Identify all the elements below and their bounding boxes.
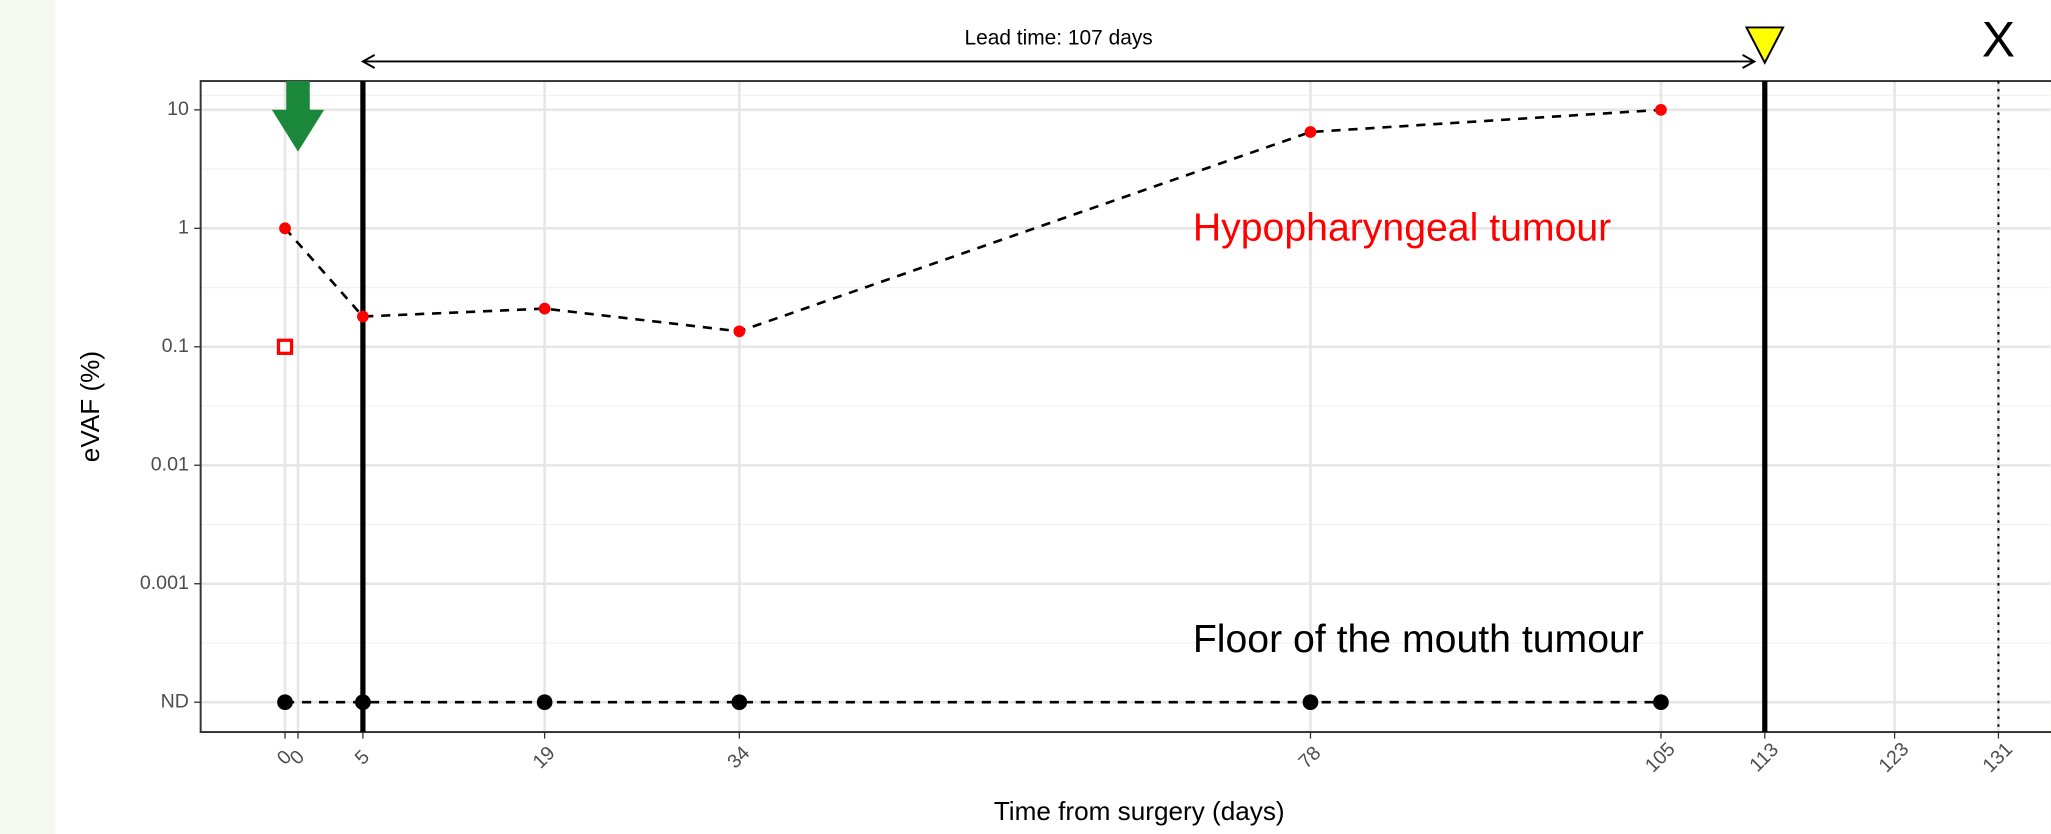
y-axis-title: eVAF (%): [75, 351, 105, 462]
plot-border: [199, 80, 2051, 734]
series-label: Hypopharyngeal tumour: [1193, 206, 1611, 249]
green-arrow: [271, 81, 325, 152]
y-tick-label: 0.01: [151, 453, 189, 475]
lead-time-label: Lead time: 107 days: [964, 27, 1152, 50]
data-point: [1653, 694, 1669, 711]
data-point: [733, 325, 746, 338]
y-tick-label: 10: [167, 98, 189, 120]
data-point: [536, 694, 553, 711]
y-tick-label: ND: [161, 690, 189, 712]
arrow-head: [360, 54, 376, 69]
data-point: [1655, 103, 1667, 116]
data-point: [1302, 694, 1319, 711]
y-tick-label: 1: [178, 216, 189, 238]
data-point: [355, 694, 371, 711]
triangle-marker: [1744, 26, 1785, 65]
open-square-point: [276, 338, 294, 355]
series-label: Floor of the mouth tumour: [1193, 618, 1644, 661]
y-tick-label: 0.1: [162, 335, 189, 357]
data-point: [538, 302, 551, 315]
arrow-head: [1742, 54, 1757, 69]
y-tick-label: 0.001: [140, 572, 189, 594]
data-point: [1304, 126, 1317, 138]
data-point: [357, 310, 369, 323]
data-point: [277, 694, 293, 711]
series-line: [284, 108, 1662, 333]
chart-background: [55, 0, 2051, 834]
data-point: [279, 222, 291, 235]
end-label: X: [1982, 11, 2015, 67]
x-axis-title: Time from surgery (days): [994, 796, 1285, 826]
data-point: [731, 694, 748, 711]
